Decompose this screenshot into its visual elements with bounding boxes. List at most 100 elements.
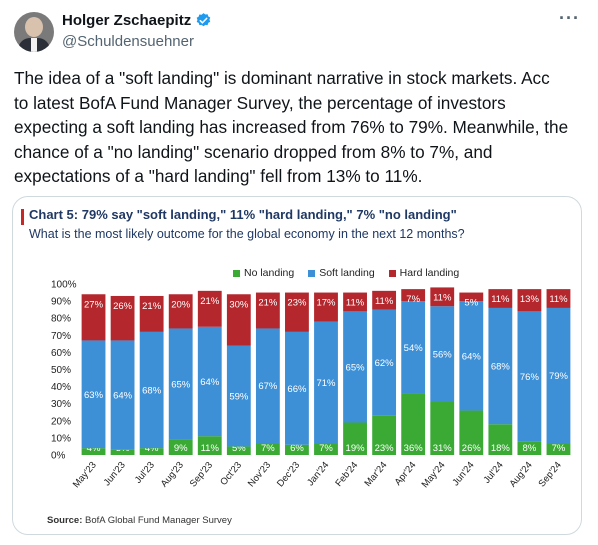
data-label: 11% (433, 292, 452, 303)
bar-segment (81, 340, 106, 449)
chart-image-card[interactable]: Chart 5: 79% say "soft landing," 11% "ha… (12, 196, 582, 535)
data-label: 65% (171, 380, 191, 391)
bar-segment (110, 295, 135, 341)
title-accent (21, 209, 24, 225)
bar-segment (546, 289, 571, 308)
x-tick-label: Jul'23 (133, 460, 157, 486)
bar-segment (110, 340, 135, 450)
data-label: 65% (346, 362, 366, 373)
data-label: 31% (433, 443, 453, 454)
data-label: 7% (319, 443, 333, 454)
legend-item: Hard landing (388, 267, 460, 279)
author-row: Holger Zschaepitz (62, 12, 212, 29)
data-label: 11% (549, 294, 568, 305)
bar-segment (226, 446, 251, 455)
source-text: BofA Global Fund Manager Survey (82, 515, 232, 526)
bar-segment (517, 289, 542, 312)
data-label: 71% (316, 378, 336, 389)
data-label: 7% (406, 294, 420, 305)
data-label: 26% (462, 443, 482, 454)
avatar-head (25, 17, 43, 37)
bar-segment (314, 443, 338, 455)
bar-segment (255, 292, 280, 329)
chart-subtitle: What is the most likely outcome for the … (29, 227, 465, 241)
stacked-bar-chart: 0% 10% 20% 30% 40% 50% 60% 70% 80% 90% 100% 4% 63% 27… (51, 280, 571, 490)
data-label: 64% (113, 391, 133, 402)
bar-segment (255, 328, 280, 444)
bar-segment (430, 401, 455, 455)
x-tick-label: Sep'23 (188, 460, 215, 490)
bar-segment (139, 331, 164, 449)
legend-label: Hard landing (399, 267, 460, 279)
bar-segment (226, 345, 251, 447)
legend-item: Soft landing (308, 267, 375, 279)
bar-segment (459, 410, 484, 455)
y-tick-label: 70% (51, 331, 71, 342)
data-label: 17% (316, 298, 336, 309)
data-label: 7% (552, 443, 566, 454)
bar-segment (488, 307, 513, 425)
bar-segment (343, 311, 367, 423)
data-label: 11% (491, 294, 510, 305)
bar-segment (401, 393, 426, 455)
data-label: 4% (145, 443, 159, 454)
data-label: 76% (520, 372, 540, 383)
data-label: 27% (84, 299, 104, 310)
bar-segment (81, 448, 106, 455)
y-tick-label: 80% (51, 314, 71, 325)
legend-item: No landing (233, 267, 294, 279)
bar-segment (255, 443, 280, 455)
bar-segment (197, 290, 222, 327)
chart-legend: No landing Soft landing Hard landing (233, 267, 459, 279)
x-tick-label: Sep'24 (537, 460, 564, 490)
y-tick-label: 60% (51, 348, 71, 359)
data-label: 62% (375, 358, 395, 369)
data-label: 11% (375, 296, 394, 307)
data-label: 23% (287, 298, 307, 309)
avatar-shirt (31, 38, 37, 52)
x-tick-label: Oct'23 (218, 460, 244, 488)
data-label: 13% (520, 294, 540, 305)
x-tick-label: Dec'23 (275, 460, 302, 490)
bar-segment (314, 292, 338, 322)
data-label: 30% (229, 299, 249, 310)
bar-segment (197, 436, 222, 455)
bar-segment (488, 424, 513, 455)
legend-swatch-hard-landing (388, 269, 396, 277)
y-tick-label: 90% (51, 297, 71, 308)
data-label: 68% (491, 362, 511, 373)
bar-segment (226, 294, 251, 346)
bar-segment (372, 415, 397, 455)
bar-segment (285, 444, 309, 455)
legend-label: No landing (244, 267, 295, 279)
author-handle[interactable]: @Schuldensuehner (62, 33, 194, 50)
x-tick-label: Aug'24 (507, 460, 534, 490)
bar-segment (488, 289, 513, 308)
bar-segment (168, 294, 193, 329)
data-label: 56% (433, 350, 453, 361)
avatar[interactable] (14, 12, 54, 52)
tweet-line: to latest BofA Fund Manager Survey, the … (14, 92, 506, 113)
bar-segment (517, 311, 542, 442)
legend-swatch-soft-landing (308, 269, 316, 277)
bar-segment (343, 292, 367, 312)
data-label: 36% (404, 443, 424, 454)
tweet-line: expecting a soft landing has increased f… (14, 117, 569, 137)
bar-segment (139, 295, 164, 332)
data-label: 21% (258, 298, 278, 309)
bar-segment (430, 306, 455, 402)
x-tick-label: Jun'23 (102, 460, 128, 488)
x-tick-label: Jul'24 (481, 460, 505, 486)
data-label: 11% (346, 298, 365, 309)
bar-segment (314, 321, 338, 444)
x-tick-label: May'23 (71, 460, 99, 490)
author-name[interactable]: Holger Zschaepitz (62, 12, 192, 29)
chart-title: Chart 5: 79% say "soft landing," 11% "ha… (29, 207, 457, 222)
more-options-icon[interactable]: ··· (559, 8, 580, 28)
legend-swatch-no-landing (233, 269, 240, 277)
bar-segment (430, 287, 455, 307)
x-tick-label: May'24 (420, 460, 448, 490)
data-label: 11% (201, 443, 220, 454)
x-tick-label: Apr'24 (393, 460, 419, 488)
bar-segment (343, 422, 367, 455)
